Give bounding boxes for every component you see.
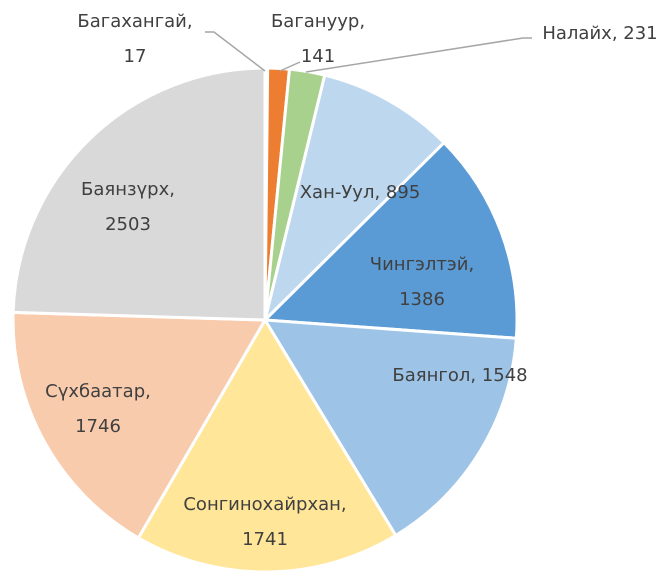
- slice: [262, 318, 518, 538]
- slices: [11, 66, 519, 574]
- data-label: Сонгинохайрхан, 1741: [183, 494, 346, 550]
- data-label: Хан-Уул, 895: [300, 182, 421, 203]
- label-name: Баянзүрх: [81, 179, 170, 200]
- data-label: Налайх, 231: [542, 23, 657, 44]
- label-name: Сүхбаатар: [45, 381, 145, 402]
- label-separator: ,: [187, 11, 193, 32]
- leader-line: [205, 31, 266, 72]
- data-label: Багануур, 141: [271, 11, 365, 67]
- slice: [262, 73, 447, 325]
- label-separator: ,: [470, 365, 481, 386]
- label-value: 1741: [242, 529, 288, 550]
- label-separator: ,: [468, 254, 474, 275]
- label-name: Налайх: [542, 23, 612, 44]
- data-label: Чингэлтэй, 1386: [370, 254, 474, 310]
- data-label: Багахангай, 17: [77, 11, 192, 67]
- data-label: Баянгол, 1548: [392, 365, 527, 386]
- label-value: 1548: [482, 365, 528, 386]
- label-separator: ,: [169, 179, 175, 200]
- slice: [261, 140, 519, 340]
- label-value: 17: [124, 46, 147, 67]
- label-separator: ,: [145, 381, 151, 402]
- leader-line: [279, 61, 301, 72]
- label-separator: ,: [359, 11, 365, 32]
- label-name: Чингэлтэй: [370, 254, 469, 275]
- label-value: 2503: [105, 214, 151, 235]
- label-name: Багануур: [271, 11, 359, 32]
- label-value: 895: [386, 182, 420, 203]
- data-label: Сүхбаатар, 1746: [45, 381, 151, 437]
- label-value: 231: [623, 23, 657, 44]
- label-name: Баянгол: [392, 365, 470, 386]
- label-separator: ,: [374, 182, 385, 203]
- label-separator: ,: [612, 23, 623, 44]
- slice: [11, 310, 268, 540]
- labels: Багахангай, 17 Багануур, 141 Налайх, 231 Хан-…: [45, 11, 657, 550]
- slice: [11, 66, 267, 322]
- label-separator: ,: [341, 494, 347, 515]
- label-value: 141: [301, 46, 335, 67]
- label-name: Багахангай: [77, 11, 187, 32]
- label-name: Сонгинохайрхан: [183, 494, 341, 515]
- label-value: 1746: [75, 416, 121, 437]
- data-label: Баянзүрх, 2503: [81, 179, 175, 235]
- leader-line: [305, 37, 532, 73]
- label-name: Хан-Уул: [300, 182, 375, 203]
- label-value: 1386: [399, 289, 445, 310]
